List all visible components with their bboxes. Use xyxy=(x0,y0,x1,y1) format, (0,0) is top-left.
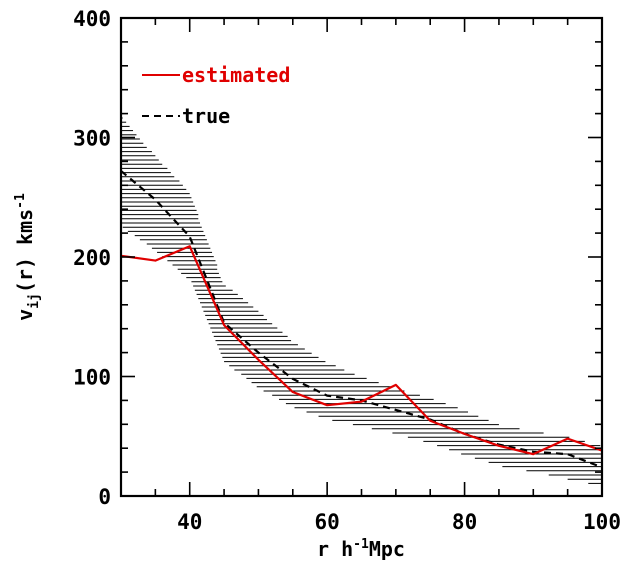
series-line-true xyxy=(120,170,603,469)
y-tick-label: 200 xyxy=(73,246,111,270)
error-band-outline xyxy=(121,116,602,486)
x-tick-label: 100 xyxy=(583,510,621,534)
series-lines xyxy=(120,170,603,469)
axis-ticks xyxy=(120,17,603,497)
error-band xyxy=(121,116,602,486)
y-tick-label: 100 xyxy=(73,366,111,390)
x-tick-label: 60 xyxy=(314,510,339,534)
legend: estimated true xyxy=(142,63,290,128)
y-axis-label: vij(r) kms-1 xyxy=(13,193,42,321)
x-tick-label: 40 xyxy=(177,510,202,534)
x-tick-label: 80 xyxy=(452,510,477,534)
y-tick-label: 0 xyxy=(98,485,111,509)
tick-labels: 40 60 80 100 0 100 200 300 400 xyxy=(73,7,621,534)
x-axis-label: r h-1Mpc xyxy=(317,537,405,561)
legend-label-estimated: estimated xyxy=(182,63,290,87)
legend-label-true: true xyxy=(182,104,230,128)
y-tick-label: 400 xyxy=(73,7,111,31)
series-line-estimated xyxy=(120,245,603,456)
y-tick-label: 300 xyxy=(73,127,111,151)
